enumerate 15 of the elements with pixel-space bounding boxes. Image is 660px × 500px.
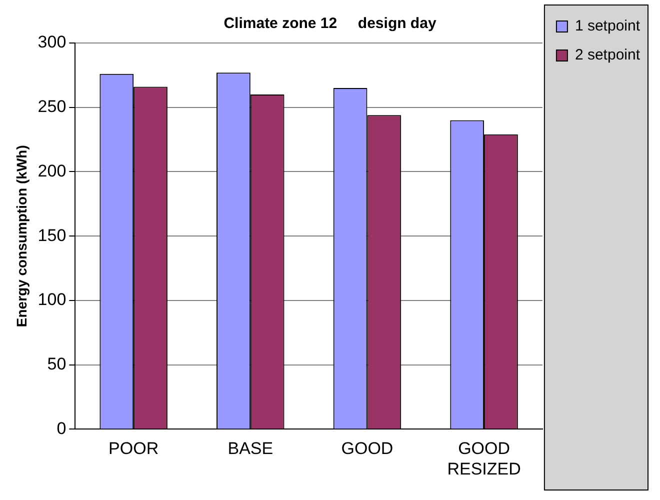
y-tick-label: 150 <box>38 226 66 245</box>
y-tick-label: 250 <box>38 97 66 116</box>
x-tick-label: BASE <box>228 439 274 458</box>
x-tick-label: GOOD RESIZED <box>447 439 521 478</box>
chart-title: Climate zone 12 design day <box>224 15 437 32</box>
x-tick-label: POOR <box>108 439 159 458</box>
y-tick-label: 50 <box>47 354 66 374</box>
x-tick-label: GOOD <box>341 439 394 458</box>
legend-label: 2 setpoint <box>574 46 641 64</box>
y-axis-title: Energy consumption (kWh) <box>13 145 30 328</box>
y-tick-label: 200 <box>38 161 66 180</box>
y-tick-label: 300 <box>38 32 66 52</box>
y-tick-label: 100 <box>38 290 66 310</box>
y-tick-label: 0 <box>56 418 66 438</box>
legend-label: 1 setpoint <box>574 18 641 35</box>
